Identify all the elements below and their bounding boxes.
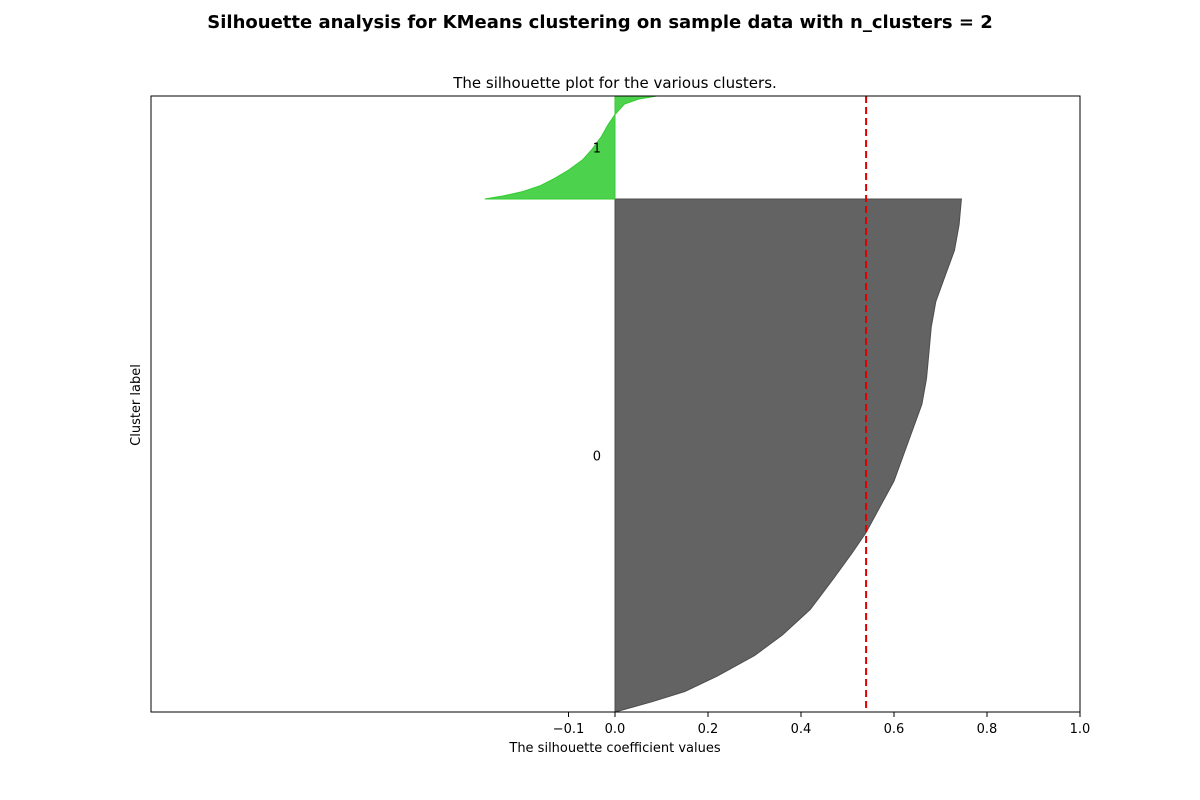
x-tick-label: 0.4 — [791, 722, 812, 737]
x-tick-label: −0.1 — [553, 722, 585, 737]
x-tick-label: 1.0 — [1070, 722, 1091, 737]
x-tick-label: 0.2 — [698, 722, 719, 737]
figure-suptitle: Silhouette analysis for KMeans clusterin… — [207, 12, 993, 33]
silhouette-area-cluster-0 — [614, 198, 962, 713]
axes-title: The silhouette plot for the various clus… — [452, 74, 777, 92]
x-tick-label: 0.6 — [884, 722, 905, 737]
cluster-label-1: 1 — [593, 142, 601, 157]
series-layer — [484, 95, 962, 713]
y-axis-label: Cluster label — [129, 364, 144, 446]
x-axis-label: The silhouette coefficient values — [508, 741, 720, 756]
x-axis-ticks: −0.1 0.0 0.2 0.4 0.6 0.8 1.0 — [553, 712, 1091, 737]
silhouette-area-cluster-1 — [484, 95, 657, 200]
x-tick-label: 0.8 — [977, 722, 998, 737]
cluster-labels: 01 — [593, 142, 601, 465]
x-tick-label: 0.0 — [605, 722, 626, 737]
cluster-label-0: 0 — [593, 450, 601, 465]
